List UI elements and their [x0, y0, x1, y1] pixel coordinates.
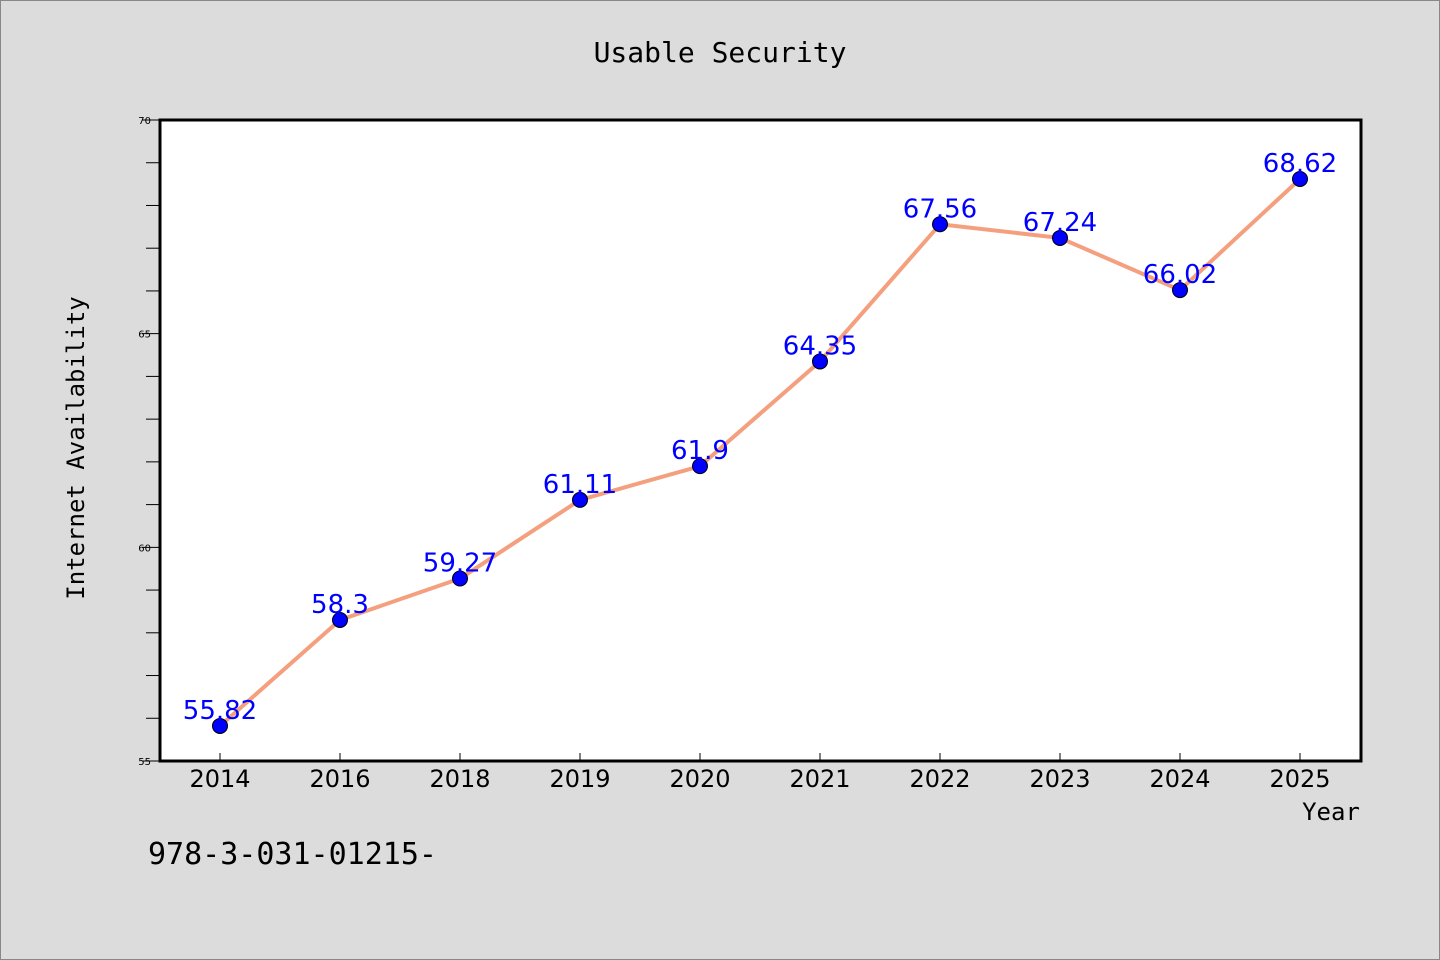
x-axis-title: Year	[1302, 798, 1360, 826]
chart-title: Usable Security	[594, 36, 847, 69]
y-axis-title: Internet Availability	[62, 296, 90, 599]
data-labels: 55.82 58.3 59.27 61.11 61.9 64.35 67.56 67.24 66…	[183, 149, 1337, 726]
x-tick-label: 2018	[429, 765, 490, 793]
data-point	[212, 717, 228, 734]
data-point	[1172, 282, 1188, 299]
data-label: 59.27	[423, 549, 497, 579]
x-tick-label: 2024	[1149, 765, 1210, 793]
x-tick-label: 2023	[1029, 765, 1090, 793]
data-label: 64.35	[783, 331, 857, 361]
data-label: 68.62	[1263, 149, 1337, 179]
y-tick-label: 65	[138, 330, 151, 341]
data-point	[452, 570, 468, 587]
y-tick-label: 70	[138, 116, 151, 127]
x-tick-label: 2022	[909, 765, 970, 793]
x-tick-label: 2019	[549, 765, 610, 793]
data-label: 61.11	[543, 470, 617, 500]
data-label: 58.3	[311, 590, 369, 620]
plot-area	[158, 118, 1363, 763]
data-point	[812, 353, 828, 370]
data-point	[332, 611, 348, 628]
y-tick-label: 60	[138, 543, 151, 554]
data-point	[572, 491, 588, 508]
footnote-isbn: 978-3-031-01215-	[148, 837, 437, 872]
data-label: 67.56	[903, 194, 977, 224]
data-label: 61.9	[671, 436, 729, 466]
x-axis: 2014 2016 2018 2019 2020 2021 2022 2023 2024 2025	[189, 753, 1331, 793]
x-tick-label: 2020	[669, 765, 730, 793]
x-tick-label: 2016	[309, 765, 370, 793]
x-tick-label: 2014	[189, 765, 250, 793]
data-point	[932, 216, 948, 233]
x-tick-label: 2025	[1269, 765, 1330, 793]
series-markers	[212, 170, 1308, 734]
y-axis: 55 60 65 70	[138, 116, 160, 768]
y-tick-label: 55	[138, 757, 151, 768]
data-point	[692, 458, 708, 475]
x-tick-label: 2021	[789, 765, 850, 793]
data-label: 67.24	[1023, 208, 1097, 238]
data-point	[1052, 229, 1068, 246]
data-point	[1292, 170, 1308, 187]
data-label: 66.02	[1143, 260, 1217, 290]
series-line	[218, 177, 1302, 728]
data-label: 55.82	[183, 696, 257, 726]
